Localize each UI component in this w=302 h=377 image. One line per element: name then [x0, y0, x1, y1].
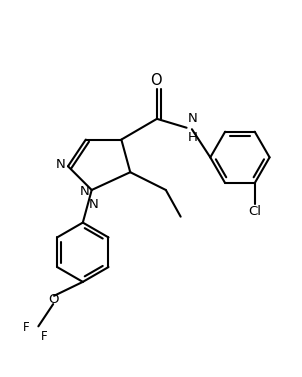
Text: O: O [48, 293, 58, 306]
Text: Cl: Cl [248, 205, 261, 218]
Text: O: O [149, 73, 161, 88]
Text: F: F [41, 330, 48, 343]
Text: N: N [89, 198, 99, 211]
Text: H: H [188, 131, 198, 144]
Text: N: N [79, 185, 89, 198]
Text: F: F [23, 321, 30, 334]
Text: N: N [56, 158, 66, 171]
Text: N: N [188, 112, 198, 126]
